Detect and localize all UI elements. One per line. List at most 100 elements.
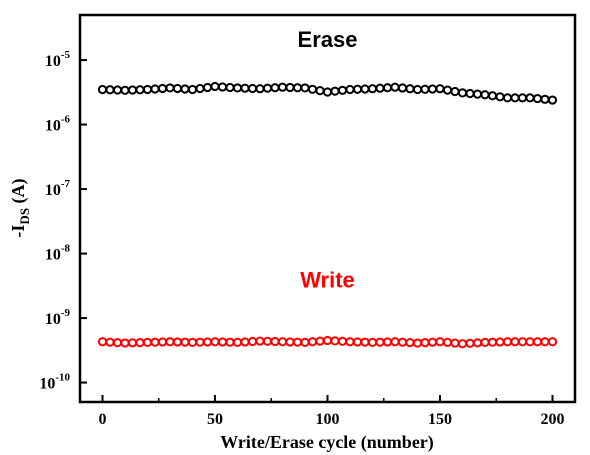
erase-point	[442, 85, 453, 95]
erase-point	[135, 85, 145, 95]
write-point	[367, 337, 378, 347]
write-point	[165, 337, 175, 347]
series-erase	[97, 81, 558, 105]
y-tick-base: 10	[45, 182, 61, 199]
erase-point	[187, 84, 198, 95]
erase-point	[337, 85, 348, 95]
write-point	[525, 337, 535, 347]
write-point	[172, 337, 183, 347]
x-tick-label: 100	[316, 411, 340, 428]
y-tick-exponent: -5	[61, 49, 71, 61]
write-point	[382, 337, 393, 347]
erase-point	[375, 83, 385, 93]
erase-point	[232, 83, 243, 93]
write-point	[195, 337, 205, 347]
write-point	[465, 338, 475, 348]
write-point	[487, 337, 498, 347]
erase-point	[465, 88, 475, 99]
x-axis-title: Write/Erase cycle (number)	[220, 432, 434, 453]
write-point	[397, 337, 408, 347]
erase-point	[150, 84, 160, 94]
write-point	[300, 337, 310, 347]
y-tick-base: 10	[45, 53, 61, 70]
erase-point	[435, 84, 445, 94]
write-point	[105, 337, 115, 347]
write-point	[285, 337, 295, 347]
write-point	[412, 338, 423, 348]
y-tick-label: 10-7	[45, 178, 71, 199]
erase-point	[240, 83, 250, 93]
erase-point	[532, 93, 543, 104]
erase-point	[367, 84, 378, 94]
erase-point	[540, 94, 550, 104]
write-point	[427, 337, 438, 347]
write-point	[112, 338, 123, 348]
erase-point	[157, 83, 168, 94]
x-tick-label: 200	[541, 411, 565, 428]
write-point	[390, 337, 400, 347]
write-point	[135, 338, 145, 348]
write-point	[532, 337, 543, 347]
y-tick-label: 10-10	[39, 372, 70, 393]
erase-point	[412, 84, 423, 95]
series-write	[97, 335, 558, 349]
erase-point	[495, 92, 505, 102]
write-point	[450, 338, 460, 348]
y-tick-label: 10-9	[45, 307, 71, 328]
erase-point	[405, 84, 415, 94]
y-tick-label: 10-6	[45, 114, 71, 135]
write-point	[360, 337, 370, 347]
y-tick-base: 10	[45, 118, 61, 135]
erase-point	[262, 83, 273, 93]
erase-point	[105, 85, 115, 95]
write-point	[180, 337, 190, 347]
write-point	[375, 337, 385, 347]
write-point	[277, 337, 288, 347]
erase-point	[330, 86, 340, 96]
write-point	[405, 338, 415, 348]
y-axis-ticks: 10-510-610-710-810-910-10	[39, 49, 87, 393]
erase-point	[390, 82, 400, 92]
y-tick-exponent: -9	[61, 307, 71, 319]
write-point	[352, 337, 363, 347]
erase-point	[285, 82, 295, 93]
write-point	[345, 337, 355, 347]
write-point	[150, 337, 160, 347]
write-point	[510, 337, 520, 347]
erase-point	[172, 83, 183, 94]
x-axis-ticks: 0 50 100 150 200	[99, 395, 565, 428]
write-point	[337, 336, 348, 346]
series-label-write: Write	[300, 267, 355, 292]
write-point	[315, 336, 325, 346]
write-point	[457, 339, 468, 349]
y-axis-title: -IDS (A)	[8, 178, 32, 237]
write-point	[232, 337, 243, 347]
write-point	[307, 337, 318, 347]
erase-point	[360, 84, 370, 94]
erase-point	[472, 89, 483, 99]
y-tick-base: 10	[45, 311, 61, 328]
erase-point	[427, 84, 438, 94]
y-tick-exponent: -7	[61, 178, 71, 190]
write-point	[435, 337, 445, 347]
write-point	[127, 338, 138, 348]
erase-point	[247, 83, 258, 94]
write-point	[517, 337, 528, 347]
write-point	[97, 337, 108, 347]
erase-point	[307, 84, 318, 94]
x-tick-label: 50	[207, 411, 223, 428]
erase-point	[292, 83, 303, 93]
write-point	[225, 337, 235, 347]
erase-point	[322, 87, 333, 97]
y-axis-title-main: -I	[8, 225, 28, 238]
erase-point	[255, 84, 265, 94]
erase-point	[210, 81, 220, 92]
erase-point	[345, 84, 355, 95]
y-tick-label: 10-5	[45, 49, 71, 70]
erase-point	[202, 82, 213, 93]
write-point	[240, 337, 250, 347]
write-point	[472, 338, 483, 348]
erase-point	[300, 83, 310, 93]
write-point	[157, 337, 168, 347]
erase-point	[217, 82, 228, 92]
